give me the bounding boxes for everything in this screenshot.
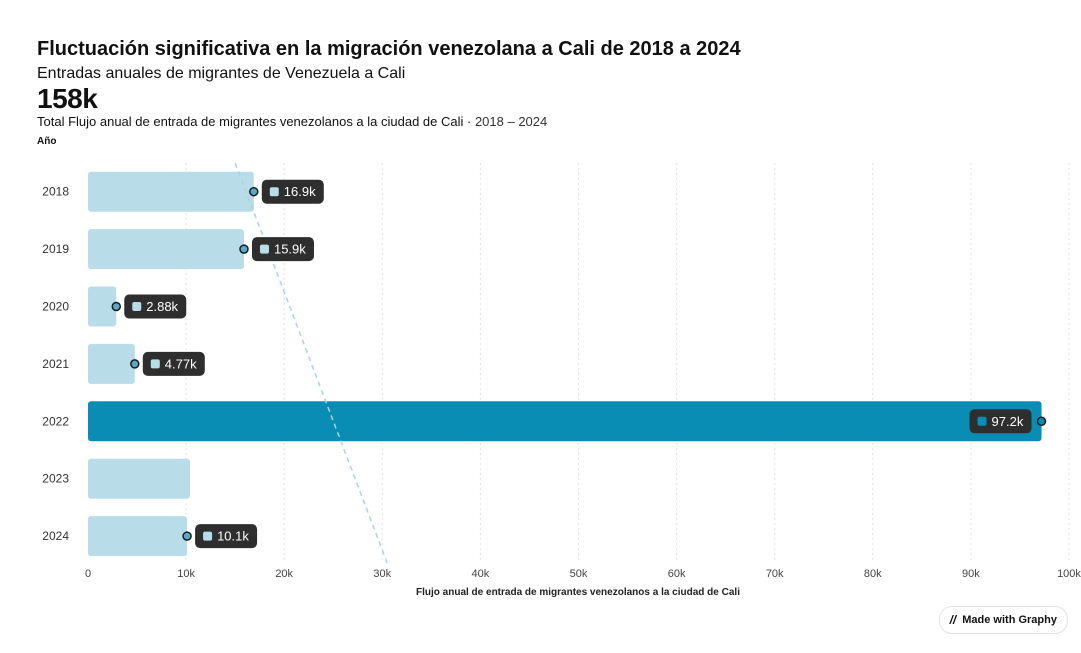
x-tick-label: 50k: [570, 568, 588, 580]
x-axis-label: Flujo anual de entrada de migrantes vene…: [416, 587, 740, 598]
x-tick-label: 80k: [864, 568, 882, 580]
bar: [88, 171, 254, 212]
y-tick-label: 2021: [42, 357, 69, 371]
data-label-box: [124, 294, 187, 319]
y-tick-label: 2018: [42, 185, 69, 199]
graphy-logo-icon: //: [949, 613, 957, 627]
data-label-swatch: [132, 302, 142, 311]
bar: [88, 286, 117, 327]
x-tick-label: 60k: [668, 568, 686, 580]
data-label-swatch: [203, 531, 213, 541]
total-value: 158k: [37, 83, 98, 114]
y-axis-label: Año: [37, 136, 57, 147]
trend-line: [234, 162, 388, 564]
data-label-box: [969, 409, 1032, 434]
data-point-marker: [182, 531, 192, 541]
data-label-swatch: [150, 359, 160, 369]
data-point-marker: [239, 244, 249, 254]
bar: [88, 458, 191, 499]
description-text: Total Flujo anual de entrada de migrante…: [37, 114, 464, 129]
data-label: 10.1k: [217, 529, 249, 544]
x-tick-label: 0: [85, 568, 91, 580]
x-tick-label: 90k: [962, 568, 980, 580]
data-label-swatch: [977, 416, 987, 426]
data-point-marker: [111, 301, 122, 312]
chart-subtitle: Entradas anuales de migrantes de Venezue…: [37, 65, 406, 82]
data-label-box: [261, 179, 324, 204]
data-label-box: [142, 351, 205, 376]
y-tick-label: 2020: [42, 300, 69, 314]
data-label: 2.88k: [146, 299, 178, 314]
data-label: 4.77k: [165, 356, 197, 371]
date-range: 2018 – 2024: [474, 114, 548, 129]
data-point-marker: [1036, 416, 1047, 427]
made-with-graphy-badge[interactable]: // Made with Graphy: [938, 606, 1068, 634]
data-label: 15.9k: [274, 242, 306, 257]
data-label-swatch: [259, 244, 269, 254]
data-point-marker: [249, 186, 259, 197]
x-tick-label: 20k: [275, 568, 293, 580]
data-label-swatch: [269, 187, 279, 197]
bar: [88, 401, 1042, 442]
bar: [88, 516, 188, 557]
x-tick-label: 100k: [1057, 568, 1081, 580]
badge-label: Made with Graphy: [962, 614, 1057, 626]
y-tick-label: 2023: [42, 472, 69, 486]
chart-title: Fluctuación significativa en la migració…: [37, 38, 741, 60]
y-tick-label: 2022: [42, 414, 69, 428]
bar: [88, 229, 244, 270]
data-label-box: [251, 237, 314, 262]
chart-header: Fluctuación significativa en la migració…: [37, 36, 741, 147]
bar: [88, 343, 135, 384]
x-tick-label: 10k: [177, 568, 195, 580]
data-label-box: [195, 524, 258, 549]
x-tick-label: 70k: [766, 568, 784, 580]
total-description: Total Flujo anual de entrada de migrante…: [37, 114, 548, 129]
data-label: 16.9k: [284, 184, 316, 199]
data-label: 97.2k: [992, 414, 1024, 429]
y-tick-label: 2019: [42, 242, 69, 256]
y-tick-label: 2024: [42, 529, 69, 543]
x-tick-label: 40k: [472, 568, 490, 580]
data-point-marker: [130, 359, 140, 369]
x-tick-label: 30k: [373, 568, 391, 580]
